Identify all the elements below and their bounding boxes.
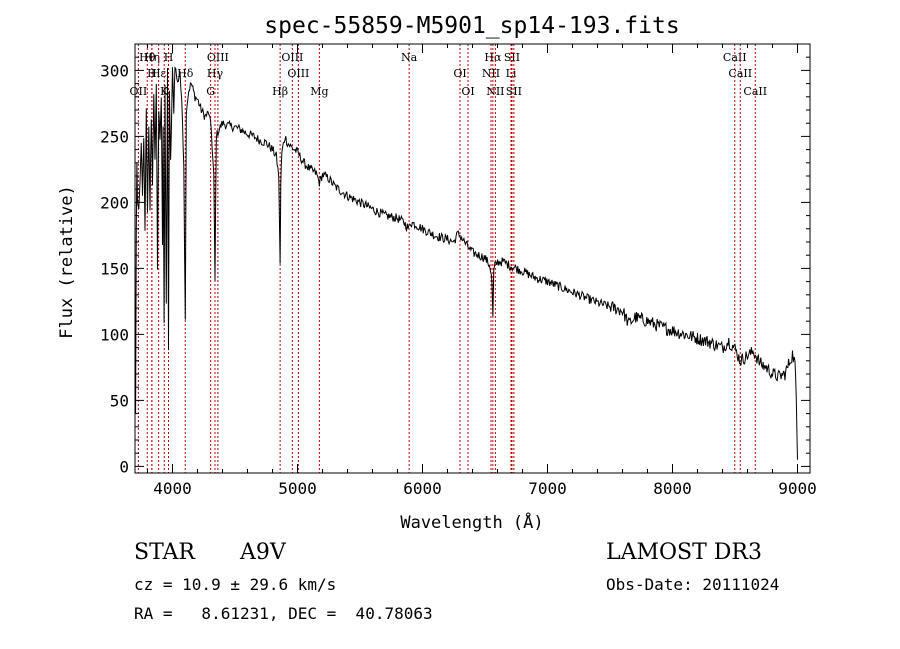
chart-title: spec-55859-M5901_sp14-193.fits	[264, 13, 679, 39]
y-tick-label-1: 50	[110, 391, 129, 410]
line-label-4: Hε	[151, 67, 167, 80]
series-layer	[134, 66, 798, 460]
line-label-18: Hα	[484, 51, 502, 64]
line-label-15: Na	[401, 51, 418, 64]
x-tick-label-4: 8000	[653, 479, 692, 498]
x-tick-label-1: 5000	[278, 479, 317, 498]
line-label-13: OIII	[287, 67, 309, 80]
line-label-10: Hγ	[207, 67, 224, 80]
y-tick-label-3: 150	[100, 259, 129, 278]
line-label-11: Hβ	[272, 85, 288, 98]
line-label-24: CaII	[723, 51, 747, 64]
object-subclass: A9V	[240, 540, 286, 565]
line-label-23: SII	[506, 85, 522, 98]
emission-lines-layer: HθHOIIHηHεKHHδGOIIIHγHβOIIIOIIIMgNaOIOIH…	[130, 44, 767, 473]
y-tick-label-2: 100	[100, 325, 129, 344]
line-label-19: NII	[482, 67, 500, 80]
y-tick-label-5: 250	[100, 127, 129, 146]
flux-series-line	[134, 66, 798, 460]
line-label-17: OI	[461, 85, 474, 98]
line-label-8: G	[206, 85, 215, 98]
y-tick-label-0: 0	[119, 457, 129, 476]
x-tick-label-0: 4000	[153, 479, 192, 498]
line-label-9: OIII	[207, 51, 229, 64]
line-label-22: Li	[506, 67, 517, 80]
line-label-2: OII	[130, 85, 148, 98]
line-label-26: CaII	[743, 85, 767, 98]
ra-dec: RA = 8.61231, DEC = 40.78063	[134, 604, 433, 623]
obs-date: Obs-Date: 20111024	[606, 575, 780, 594]
axes-layer: 4000 5000 6000 7000 8000 9000 0 50 100 150 200 250 3…	[100, 43, 817, 498]
line-label-20: NII	[486, 85, 504, 98]
line-label-12: OIII	[281, 51, 303, 64]
line-label-7: Hδ	[177, 67, 194, 80]
y-tick-label-4: 200	[100, 193, 129, 212]
cz-value: cz = 10.9 ± 29.6 km/s	[134, 575, 337, 594]
y-axis-label-group: Flux (relative)	[57, 185, 77, 339]
line-label-3: Hη	[144, 51, 160, 64]
x-tick-label-3: 7000	[528, 479, 567, 498]
y-tick-label-6: 300	[100, 61, 129, 80]
line-label-14: Mg	[310, 85, 328, 98]
line-label-16: OI	[453, 67, 466, 80]
plot-frame	[134, 43, 811, 474]
survey-name: LAMOST DR3	[606, 540, 762, 565]
object-class: STAR	[134, 540, 195, 565]
line-label-21: SII	[504, 51, 520, 64]
line-label-6: H	[164, 51, 174, 64]
y-axis-label: Flux (relative)	[57, 185, 77, 339]
spectrum-chart: spec-55859-M5901_sp14-193.fits Flux (rel…	[57, 13, 817, 533]
x-axis-label: Wavelength (Å)	[400, 511, 543, 533]
x-tick-label-2: 6000	[403, 479, 442, 498]
line-label-25: CaII	[728, 67, 752, 80]
x-tick-label-5: 9000	[778, 479, 817, 498]
